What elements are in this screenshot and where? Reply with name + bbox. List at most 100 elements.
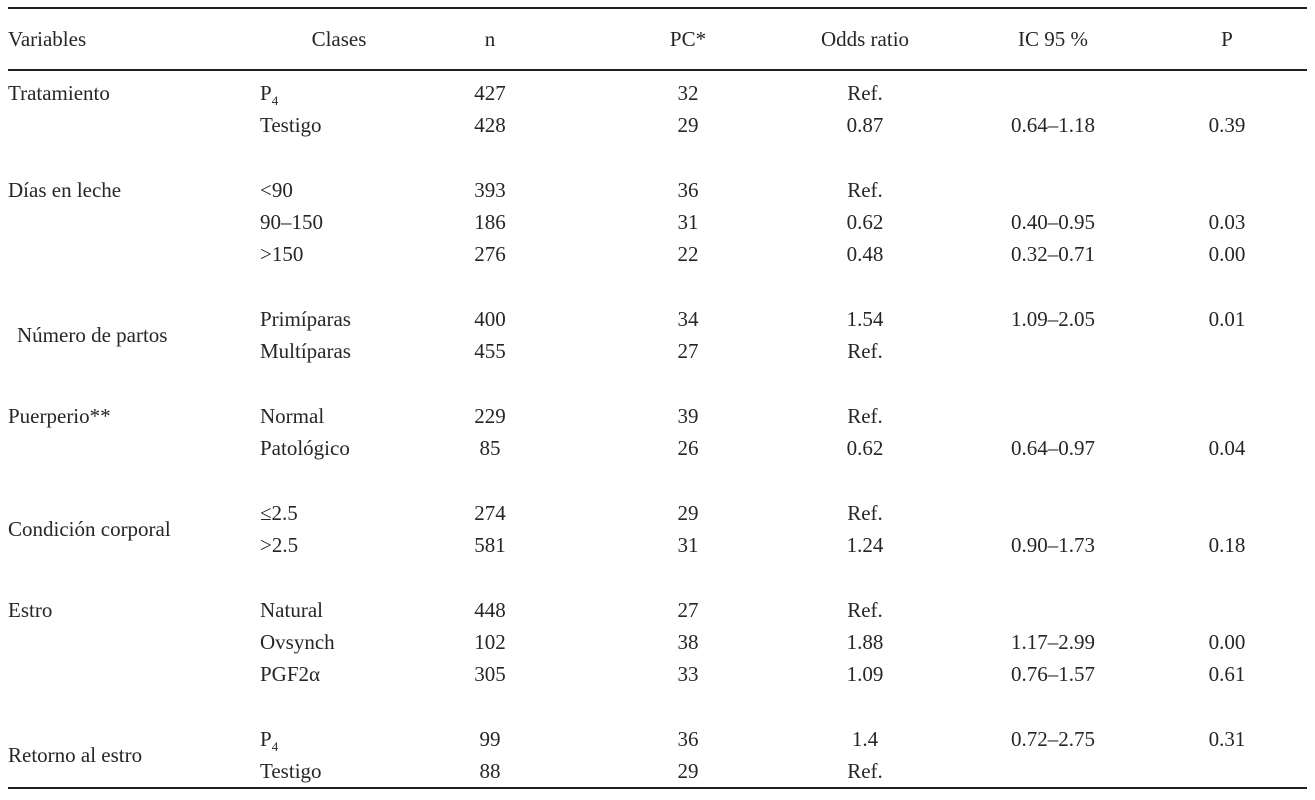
ic95-cell [914, 77, 1192, 109]
p-cell [1192, 77, 1307, 109]
pc-cell: 33 [677, 662, 699, 686]
p-cell: 0.18 [1208, 533, 1246, 557]
table-row: >2.5 581 31 1.24 0.90–1.73 0.18 [8, 529, 1307, 561]
table-row: Estro Natural 448 27 Ref. [8, 594, 1307, 626]
variable-label: Tratamiento [8, 81, 110, 105]
variable-label: Estro [8, 598, 53, 622]
clase-cell: P4 [258, 723, 420, 755]
clase-cell: >2.5 [260, 533, 299, 557]
variable-label: Días en leche [8, 178, 122, 202]
odds-ratio-cell: 1.54 [846, 307, 884, 331]
p-cell: 0.03 [1208, 210, 1246, 234]
ic95-cell [914, 497, 1192, 529]
column-header-odds-ratio: Odds ratio [816, 8, 914, 71]
clase-cell: PGF2α [260, 662, 321, 686]
odds-ratio-cell: 1.24 [846, 533, 884, 557]
n-cell: 581 [474, 533, 506, 557]
clase-base: P [260, 727, 272, 751]
p-cell [1192, 335, 1307, 367]
n-cell: 99 [479, 727, 501, 751]
header-row: Variables Clases n PC* Odds ratio IC 95 … [8, 8, 1307, 71]
odds-ratio-cell: Ref. [847, 404, 883, 428]
odds-ratio-cell: Ref. [847, 598, 883, 622]
clase-cell: 90–150 [260, 210, 323, 234]
table-row: Patológico 85 26 0.62 0.64–0.97 0.04 [8, 432, 1307, 464]
clase-cell: <90 [260, 178, 293, 202]
variable-group-condicion-corporal: Condición corporal ≤2.5 274 29 Ref. >2.5… [8, 497, 1307, 561]
ic95-cell [914, 755, 1192, 788]
variable-label: Número de partos [17, 323, 168, 347]
clase-cell: Testigo [260, 113, 322, 137]
pc-cell: 27 [677, 598, 699, 622]
odds-ratio-cell: Ref. [847, 501, 883, 525]
group-spacer [8, 141, 1307, 174]
variable-group-dias-en-leche: Días en leche <90 393 36 Ref. 90–150 186… [8, 174, 1307, 270]
pc-cell: 31 [677, 210, 699, 234]
n-cell: 276 [474, 242, 506, 266]
pc-cell: 29 [677, 501, 699, 525]
n-cell: 448 [474, 598, 506, 622]
column-header-variables: Variables [8, 8, 258, 71]
ic95-cell: 1.09–2.05 [1011, 307, 1095, 331]
table-row: Puerperio** Normal 229 39 Ref. [8, 400, 1307, 432]
table-row: Tratamiento P4 427 32 Ref. [8, 77, 1307, 109]
p-cell: 0.04 [1208, 436, 1246, 460]
ic95-cell [914, 400, 1192, 432]
clase-cell: Natural [260, 598, 323, 622]
results-table: Variables Clases n PC* Odds ratio IC 95 … [8, 7, 1307, 789]
ic95-cell [914, 174, 1192, 206]
table-row: Testigo 428 29 0.87 0.64–1.18 0.39 [8, 109, 1307, 141]
clase-cell: Ovsynch [260, 630, 335, 654]
ic95-cell: 0.64–1.18 [1011, 113, 1095, 137]
group-spacer [8, 367, 1307, 400]
ic95-cell [914, 335, 1192, 367]
odds-ratio-cell: 1.4 [851, 727, 879, 751]
pc-cell: 34 [677, 307, 699, 331]
variable-label: Puerperio** [8, 404, 111, 428]
column-header-pc: PC* [560, 8, 816, 71]
column-header-ic95: IC 95 % [914, 8, 1192, 71]
odds-ratio-cell: 0.62 [846, 436, 884, 460]
ic95-cell: 0.72–2.75 [1011, 727, 1095, 751]
pc-cell: 36 [677, 178, 699, 202]
odds-ratio-cell: 0.87 [846, 113, 884, 137]
table-row: Condición corporal ≤2.5 274 29 Ref. [8, 497, 1307, 541]
table-row: Testigo 88 29 Ref. [8, 755, 1307, 788]
odds-ratio-cell: Ref. [847, 759, 883, 783]
clase-base: P [260, 81, 272, 105]
pc-cell: 36 [677, 727, 699, 751]
n-cell: 427 [474, 81, 506, 105]
ic95-cell: 1.17–2.99 [1011, 630, 1095, 654]
group-spacer [8, 464, 1307, 497]
odds-ratio-cell: Ref. [847, 178, 883, 202]
clase-cell: Patológico [260, 436, 350, 460]
clase-cell: Primíparas [260, 307, 351, 331]
n-cell: 428 [474, 113, 506, 137]
clase-cell: >150 [260, 242, 304, 266]
table-row: 90–150 186 31 0.62 0.40–0.95 0.03 [8, 206, 1307, 238]
pc-cell: 22 [677, 242, 699, 266]
p-cell [1192, 174, 1307, 206]
clase-cell: P4 [258, 77, 420, 109]
column-header-n: n [420, 8, 560, 71]
clase-cell: Testigo [260, 759, 322, 783]
p-cell: 0.00 [1208, 242, 1246, 266]
pc-cell: 39 [677, 404, 699, 428]
variable-group-tratamiento: Tratamiento P4 427 32 Ref. Testigo 428 2… [8, 77, 1307, 141]
ic95-cell: 0.64–0.97 [1011, 436, 1095, 460]
pc-cell: 29 [677, 759, 699, 783]
odds-ratio-cell: Ref. [847, 81, 883, 105]
n-cell: 455 [474, 339, 506, 363]
n-cell: 186 [474, 210, 506, 234]
pc-cell: 38 [677, 630, 699, 654]
ic95-cell [914, 594, 1192, 626]
column-header-p: P [1192, 8, 1307, 71]
variable-group-retorno-al-estro: Retorno al estro P4 99 36 1.4 0.72–2.75 … [8, 723, 1307, 788]
n-cell: 102 [474, 630, 506, 654]
group-spacer [8, 690, 1307, 723]
ic95-cell: 0.76–1.57 [1011, 662, 1095, 686]
group-spacer [8, 561, 1307, 594]
p-cell [1192, 497, 1307, 529]
pc-cell: 27 [677, 339, 699, 363]
variable-label: Condición corporal [8, 517, 171, 541]
